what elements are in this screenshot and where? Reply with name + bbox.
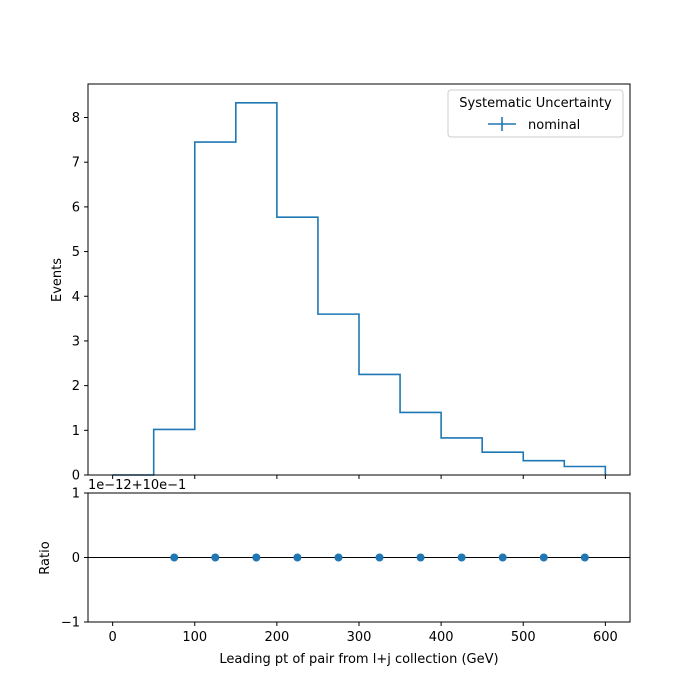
top-y-tick-label: 5 (72, 245, 80, 260)
top-y-tick-label: 0 (72, 469, 80, 484)
top-y-tick-label: 7 (72, 156, 80, 171)
bottom-x-tick-label: 300 (347, 630, 372, 645)
bottom-panel: −1 0 1 0 100 200 300 400 500 600 1e−12+10e−1 Rati… (38, 478, 631, 667)
bottom-x-tick-label: 0 (108, 630, 116, 645)
bottom-y-axis-label: Ratio (38, 541, 53, 574)
ratio-points (170, 553, 589, 562)
legend-box (447, 89, 624, 138)
top-y-axis-label: Events (50, 258, 65, 302)
bottom-y-tick-label: 1 (72, 487, 80, 502)
bottom-x-axis-label: Leading pt of pair from l+j collection (… (219, 652, 498, 667)
ratio-point (211, 553, 220, 562)
ratio-point (416, 553, 425, 562)
legend-entry-nominal: nominal (528, 118, 580, 133)
bottom-x-tick-label: 500 (511, 630, 536, 645)
bottom-x-tick-label: 200 (264, 630, 289, 645)
legend: Systematic Uncertainty nominal (447, 89, 624, 138)
top-y-tick-label: 6 (72, 200, 80, 215)
ratio-point (170, 553, 179, 562)
top-ticks: 0 1 2 3 4 5 6 7 8 (72, 111, 606, 484)
top-y-tick-label: 2 (72, 379, 80, 394)
ratio-point (580, 553, 589, 562)
ratio-point (539, 553, 548, 562)
ratio-point (293, 553, 302, 562)
top-y-tick-label: 3 (72, 334, 80, 349)
top-y-tick-label: 4 (72, 290, 80, 305)
bottom-ticks: −1 0 1 0 100 200 300 400 500 600 (61, 487, 618, 646)
top-y-tick-label: 8 (72, 111, 80, 126)
ratio-point (375, 553, 384, 562)
ratio-point (457, 553, 466, 562)
legend-title: Systematic Uncertainty (459, 96, 612, 111)
bottom-y-tick-label: −1 (61, 616, 80, 631)
ratio-point (498, 553, 507, 562)
ratio-point (334, 553, 343, 562)
ratio-point (252, 553, 261, 562)
bottom-axes-frame (87, 492, 631, 623)
ratio-offset-label: 1e−12+10e−1 (88, 478, 186, 493)
nominal-step-line (112, 101, 607, 476)
top-y-tick-label: 1 (72, 424, 80, 439)
bottom-y-tick-label: 0 (72, 551, 80, 566)
bottom-x-tick-label: 100 (182, 630, 207, 645)
top-panel: 0 1 2 3 4 5 6 7 8 Events Systematic Uncertainty … (50, 83, 631, 484)
top-axes-frame (87, 83, 631, 476)
bottom-x-tick-label: 600 (593, 630, 618, 645)
bottom-x-tick-label: 400 (429, 630, 454, 645)
